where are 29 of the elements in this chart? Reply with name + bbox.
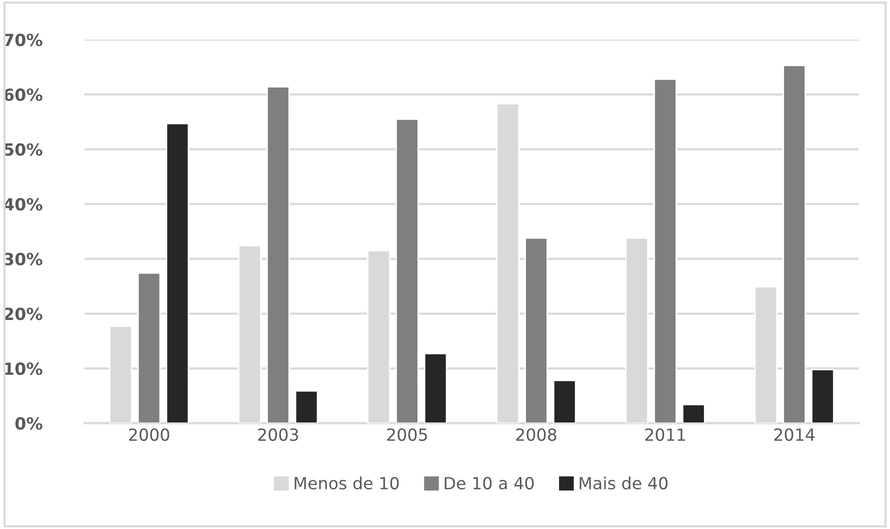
- x-tick-label: 2005: [387, 428, 427, 441]
- y-tick-label: 30%: [4, 252, 42, 266]
- y-tick-label: 40%: [4, 198, 42, 211]
- bar: [552, 380, 576, 424]
- bar: [524, 237, 548, 424]
- bar: [166, 122, 190, 424]
- y-tick-label: 60%: [4, 88, 42, 102]
- legend-label: Menos de 10: [294, 476, 399, 490]
- bar: [811, 368, 834, 424]
- y-tick-label: 50%: [4, 143, 42, 156]
- y-tick-label: 20%: [4, 308, 42, 320]
- x-tick-label: 2011: [645, 428, 685, 441]
- bar: [654, 78, 677, 424]
- y-tick-label: 70%: [4, 34, 42, 46]
- bar: [266, 86, 290, 424]
- bar: [294, 390, 318, 424]
- y-tick-label: 0%: [15, 417, 42, 430]
- legend-label: De 10 a 40: [444, 476, 534, 490]
- bar: [137, 272, 161, 424]
- y-tick-label: 10%: [4, 362, 42, 375]
- bar: [782, 64, 806, 424]
- bar: [424, 352, 448, 424]
- x-tick-label: 2008: [516, 428, 556, 441]
- x-tick-label: 2014: [774, 428, 815, 441]
- x-tick-label: 2000: [129, 428, 170, 441]
- x-tick-label: 2003: [258, 428, 298, 441]
- bar: [396, 118, 419, 424]
- bar: [682, 404, 706, 424]
- legend-label: Mais de 40: [580, 476, 668, 490]
